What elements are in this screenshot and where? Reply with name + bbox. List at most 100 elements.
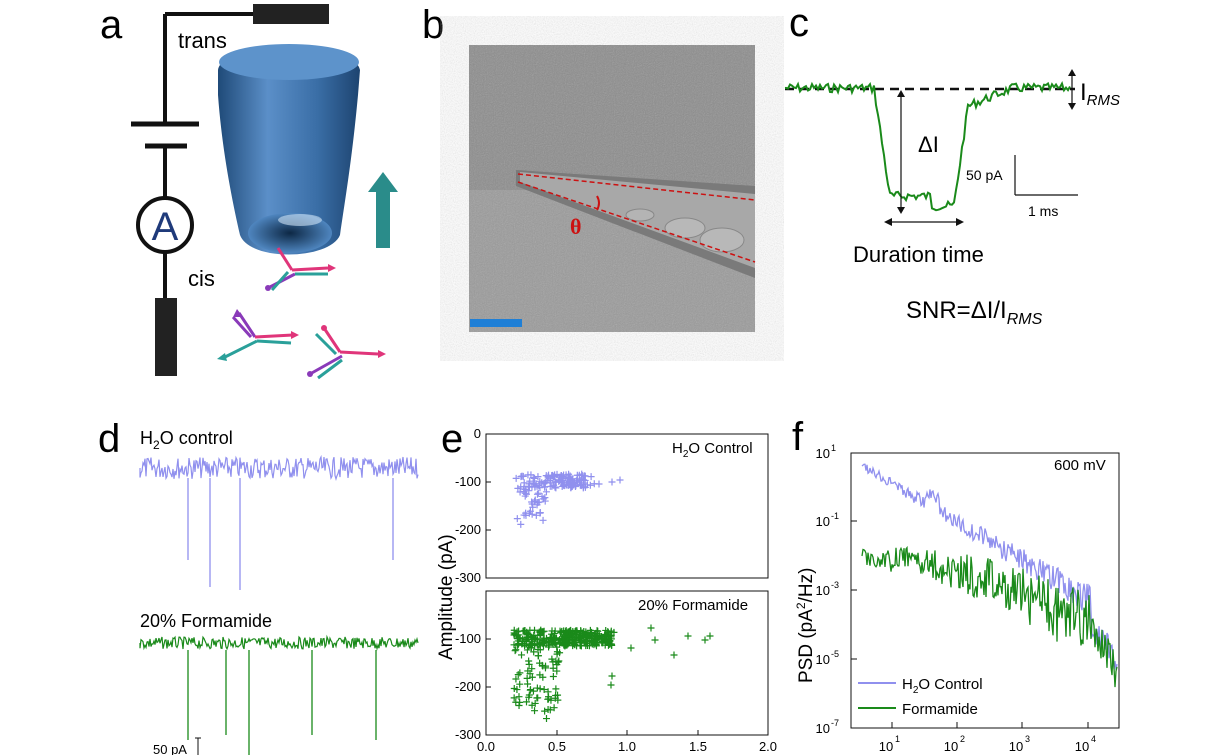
molecule-1 [265,247,336,291]
water-point [538,492,546,500]
y-tick-label: -300 [455,570,481,585]
water-point [549,473,557,481]
water-point [522,485,530,493]
formamide-point [534,645,542,653]
water-point [608,478,616,486]
formamide-point [525,657,533,665]
panel-e-label: e [441,417,463,461]
formamide-point [512,646,520,654]
water-point [616,476,624,484]
formamide-point [516,680,524,688]
formamide-point [525,693,533,701]
formamide-point [526,670,534,678]
angle-arc [596,195,600,211]
snr-formula: SNR=ΔI/IRMS [906,297,1043,328]
formamide-point [538,637,546,645]
tem-bubble-1 [625,208,655,222]
formamide-point [529,635,537,643]
formamide-point [684,632,692,640]
formamide-point [531,626,539,634]
water-point [574,478,582,486]
formamide-point [577,642,585,650]
formamide-point [604,628,612,636]
irms-arrow-up [1068,69,1076,76]
psd-frame [850,452,1120,729]
psd-x-tick-exponent: 2 [960,734,965,744]
y-tick-label: -300 [455,727,481,742]
formamide-point [515,693,523,701]
delta-i-arrow-down [897,207,905,214]
scale-time-label: 1 ms [1028,203,1058,219]
formamide-point [608,672,616,680]
tem-bubble-3 [699,227,745,253]
tem-scale-bar [470,319,522,327]
y-tick-label: -100 [455,631,481,646]
formamide-point [536,631,544,639]
pipette-top-rim [219,44,359,80]
x-tick-label: 1.0 [618,739,636,754]
formamide-point [550,629,558,637]
legend-formamide-label: Formamide [902,701,978,718]
psd-y-tick-exponent: -1 [831,511,839,521]
psd-y-tick-label: 10 [816,652,830,667]
water-current-trace [139,454,419,481]
pipette-body [218,47,360,255]
formamide-point [592,636,600,644]
formamide-point [568,631,576,639]
formamide-point [564,640,572,648]
formamide-point [544,695,552,703]
water-point [524,471,532,479]
water-point [534,473,542,481]
molecule-2 [217,309,299,361]
trans-label: trans [178,28,227,53]
scatter-water-points [512,470,624,528]
water-point [529,479,537,487]
formamide-point [530,648,538,656]
formamide-point [510,685,518,693]
water-point [533,490,541,498]
y-tick-label: -100 [455,474,481,489]
formamide-point [554,658,562,666]
water-point [583,481,591,489]
panel-c-label: c [789,1,809,45]
water-point [555,477,563,485]
water-point [517,520,525,528]
water-point [541,497,549,505]
molecule-3 [307,325,386,380]
psd-y-tick-label: 10 [816,446,830,461]
panel-d-scale-label: 50 pA [153,742,187,755]
scatter-bottom-title: 20% Formamide [638,597,748,614]
formamide-point [512,675,520,683]
formamide-point [511,647,519,655]
formamide-point [606,637,614,645]
formamide-point [533,694,541,702]
formamide-point [552,691,560,699]
psd-x-tick-exponent: 3 [1025,734,1030,744]
delta-i-label: ΔI [918,132,939,157]
water-point [562,474,570,482]
formamide-point [591,631,599,639]
formamide-point [584,632,592,640]
formamide-point [651,636,659,644]
formamide-point [514,641,522,649]
formamide-point [542,715,550,723]
formamide-point [512,632,520,640]
water-point [520,511,528,519]
formamide-point [523,646,531,654]
psd-x-tick-exponent: 1 [895,734,900,744]
water-point [568,476,576,484]
formamide-point [514,671,522,679]
formamide-point [572,637,580,645]
water-point [567,484,575,492]
formamide-point [552,685,560,693]
formamide-point [522,637,530,645]
event-trace [784,81,1071,212]
panel-b: b θ [422,3,756,332]
formamide-point [540,636,548,644]
panel-f: f 10 110 -110 -310 -510 -710 1 10 2 10 3 10 4 600 mV… [792,415,1120,754]
psd-x-tick-label: 10 [1075,739,1089,754]
formamide-point [544,706,552,714]
formamide-point [536,671,544,679]
formamide-point [594,630,602,638]
formamide-point [554,696,562,704]
